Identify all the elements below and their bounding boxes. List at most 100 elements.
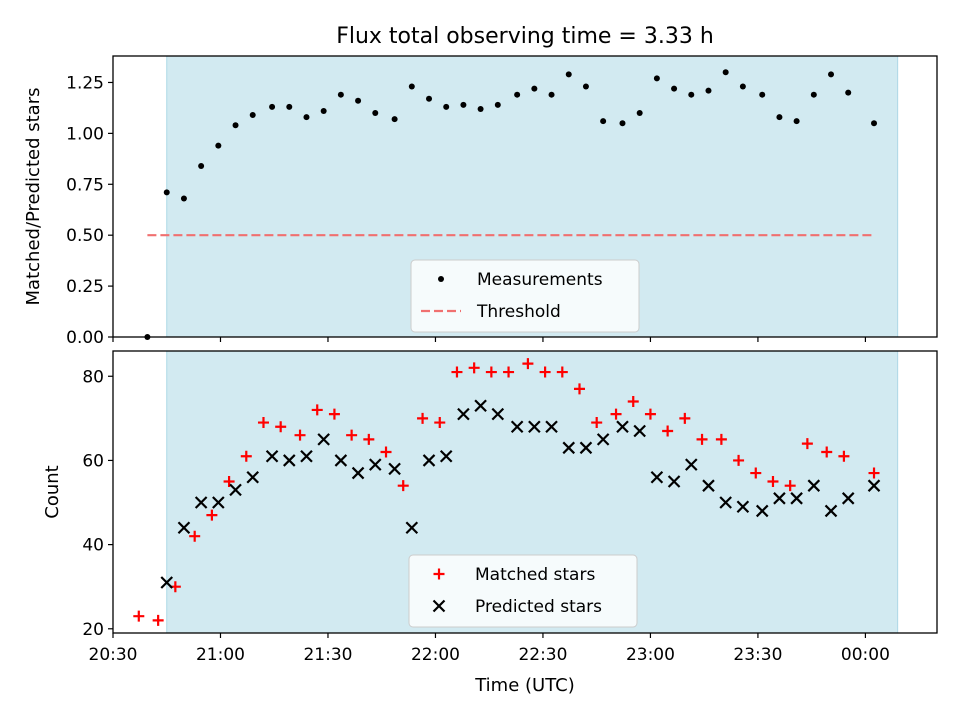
matched-star-point [556, 366, 568, 378]
matched-star-point [679, 412, 691, 424]
predicted-star-point [300, 449, 313, 463]
measurement-point [286, 103, 293, 110]
matched-star-point [767, 475, 779, 487]
measurement-point [688, 91, 695, 98]
matched-star-point [485, 366, 497, 378]
predicted-star-point [545, 420, 558, 434]
measurement-point [810, 91, 817, 98]
x-tick-label: 20:30 [89, 645, 138, 665]
predicted-star-point [528, 420, 541, 434]
y-axis-label: Matched/Predicted stars [23, 88, 44, 306]
measurement-point [426, 95, 433, 102]
measurement-point [722, 69, 729, 76]
predicted-star-point [491, 407, 505, 421]
chart-title: Flux total observing time = 3.33 h [336, 24, 714, 49]
matched-star-point [240, 450, 252, 462]
predicted-star-point [351, 466, 365, 480]
measurement-point [355, 97, 362, 104]
x-tick-label: 21:00 [196, 645, 245, 665]
predicted-star-point [229, 483, 242, 497]
y-tick-label: 60 [82, 451, 104, 471]
measurement-point [619, 120, 626, 127]
predicted-star-point [685, 458, 698, 471]
y-tick-label: 0.50 [66, 226, 104, 246]
predicted-star-point [702, 479, 715, 492]
measurement-point [653, 75, 660, 82]
y-tick-label: 80 [82, 367, 104, 387]
legend-label: Threshold [476, 302, 561, 322]
measurement-point [636, 110, 643, 117]
predicted-star-point [633, 424, 646, 438]
matched-star-point [468, 362, 480, 374]
predicted-star-point [265, 449, 279, 463]
predicted-star-point [562, 441, 576, 455]
predicted-star-point [160, 576, 174, 589]
axes-frame [112, 350, 938, 634]
y-tick-label: 1.25 [66, 73, 104, 93]
top-panel: 0.00 0.25 0.50 0.75 1.00 1.25 Matched/Predicte… [23, 55, 938, 348]
y-axis-label: Count [42, 465, 63, 518]
predicted-star-point [719, 496, 732, 509]
predicted-star-point [334, 454, 348, 467]
matched-star-point [610, 408, 622, 420]
matched-star-point [821, 446, 833, 458]
measurement-point [303, 114, 310, 121]
legend-label: Predicted stars [475, 597, 602, 617]
matched-star-point [627, 396, 639, 408]
matched-star-point [715, 433, 727, 445]
predicted-star-point [177, 521, 191, 535]
matched-star-point [152, 614, 164, 626]
predicted-star-point [755, 504, 769, 518]
x-tick-label: 22:00 [411, 645, 460, 665]
matched-star-point [451, 366, 463, 378]
measurement-point [391, 116, 398, 123]
matched-star-point [397, 480, 409, 492]
predicted-star-point [474, 399, 487, 412]
measurement-point [198, 162, 205, 169]
predicted-star-point [667, 475, 681, 488]
matched-star-point [417, 412, 429, 424]
matched-star-point [522, 358, 534, 370]
measurement-point [582, 83, 589, 90]
measurement-point [871, 120, 878, 127]
x-tick-label: 23:00 [626, 645, 675, 665]
x-tick-label: 21:30 [303, 645, 352, 665]
y-tick-label: 0.00 [66, 328, 104, 348]
measurement-point [477, 105, 484, 112]
legend-box [410, 259, 640, 333]
measurement-point [180, 195, 187, 202]
matched-star-point [346, 429, 358, 441]
axes-frame [112, 55, 938, 338]
predicted-star-point [388, 462, 401, 476]
predicted-star-point [616, 420, 629, 434]
measurement-point [514, 91, 521, 98]
matched-star-point [189, 530, 201, 542]
measurement-point [565, 71, 572, 78]
predicted-star-point [790, 492, 803, 505]
y-tick-label: 40 [82, 536, 104, 556]
predicted-star-point [650, 470, 664, 484]
legend-label: Matched stars [475, 565, 595, 585]
predicted-star-point [439, 449, 453, 463]
matched-star-point [591, 417, 603, 429]
measurement-point [163, 189, 170, 196]
predicted-star-point [246, 470, 260, 484]
measurement-point [443, 103, 450, 110]
matched-star-point [784, 480, 796, 492]
matched-star-point [838, 450, 850, 462]
predicted-star-point [457, 407, 470, 421]
predicted-star-point [596, 433, 610, 446]
measurement-point [671, 85, 678, 92]
x-tick-label: 23:30 [733, 645, 782, 665]
measurement-point [320, 107, 327, 114]
legend-marker-plus [433, 568, 445, 580]
y-tick-label: 1.00 [66, 124, 104, 144]
measurement-point [372, 110, 379, 117]
matched-star-point [868, 467, 880, 479]
predicted-star-point [194, 496, 208, 509]
bottom-panel: 20 40 60 80 20:30 21:00 21:30 22:00 22:30 23:00 23… [42, 350, 938, 665]
matched-star-point [206, 509, 218, 521]
matched-star-point [733, 454, 745, 466]
matched-star-point [801, 438, 813, 450]
